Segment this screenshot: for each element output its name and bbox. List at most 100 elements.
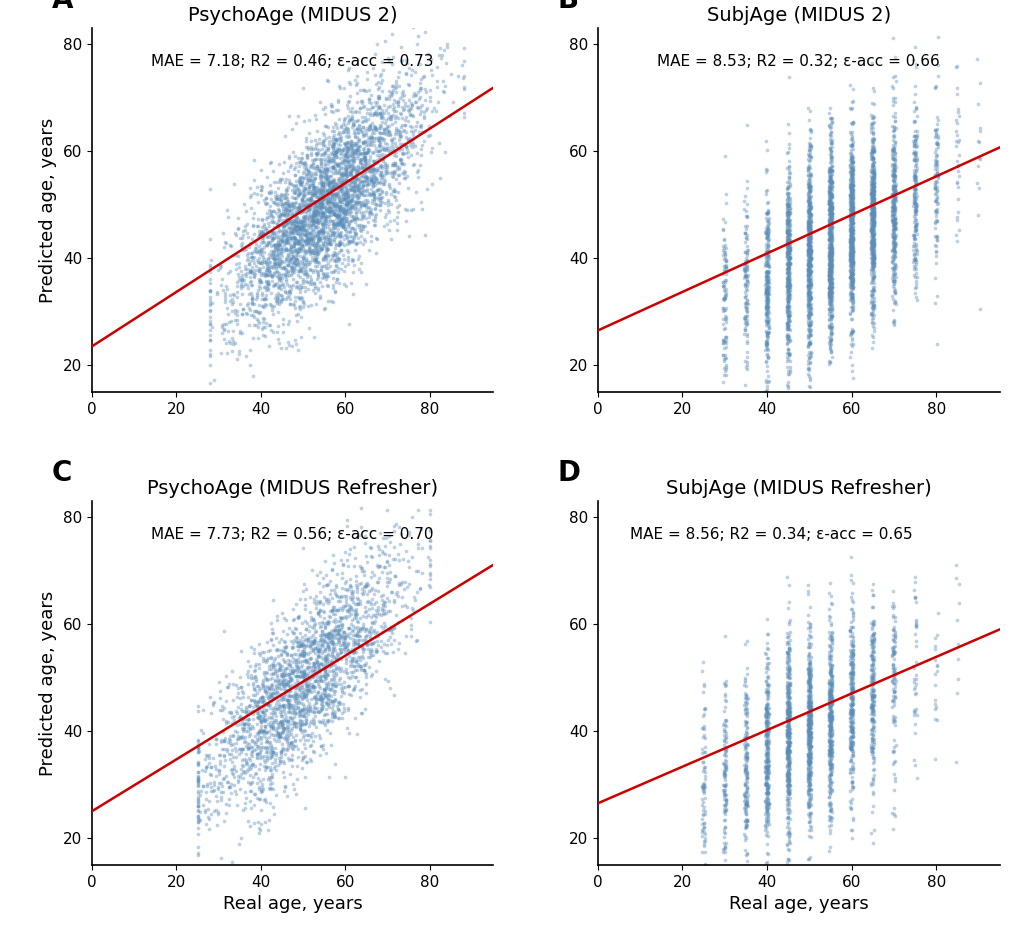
Point (802, 744, 818, 760)
Point (800, 756, 816, 771)
Point (239, 742, 256, 757)
Point (287, 274, 304, 290)
Point (269, 612, 285, 627)
Point (282, 710, 299, 725)
Point (371, 190, 387, 205)
Point (293, 216, 310, 231)
Point (863, 221, 879, 236)
Point (926, 80, 943, 95)
Point (307, 720, 323, 735)
Point (265, 243, 281, 258)
Point (907, 181, 923, 196)
Point (779, 661, 795, 676)
Point (821, 658, 838, 673)
Point (296, 212, 312, 227)
Point (906, 171, 922, 186)
Point (777, 249, 794, 264)
Point (299, 229, 315, 244)
Point (802, 694, 818, 709)
Point (310, 231, 326, 246)
Point (800, 787, 816, 802)
Point (242, 721, 258, 736)
Point (844, 234, 860, 249)
Point (843, 690, 859, 705)
Point (271, 728, 287, 744)
Point (314, 267, 330, 282)
Point (862, 670, 878, 685)
Point (801, 291, 817, 306)
Point (346, 603, 363, 619)
Point (821, 649, 838, 664)
Point (324, 104, 340, 119)
Point (887, 629, 903, 644)
Point (842, 764, 858, 779)
Point (780, 743, 796, 758)
Point (864, 772, 880, 787)
Point (928, 139, 945, 154)
Point (341, 225, 358, 240)
Point (863, 140, 879, 155)
Point (821, 261, 838, 276)
Point (328, 577, 344, 592)
Point (309, 148, 325, 163)
Point (313, 217, 329, 232)
Point (864, 228, 880, 243)
Point (287, 739, 304, 754)
Point (862, 176, 878, 191)
Point (716, 786, 733, 801)
Point (821, 172, 838, 187)
Point (799, 651, 815, 666)
Point (259, 634, 275, 650)
Point (362, 570, 378, 585)
Point (694, 824, 710, 839)
Point (202, 303, 218, 318)
Point (822, 293, 839, 308)
Point (801, 677, 817, 692)
Point (822, 333, 839, 348)
Point (253, 275, 269, 290)
Point (368, 196, 384, 212)
Point (334, 192, 351, 207)
Point (883, 260, 900, 275)
Point (275, 720, 291, 735)
Point (800, 236, 816, 251)
Point (737, 688, 753, 703)
Point (777, 645, 794, 660)
Point (252, 712, 268, 727)
Point (820, 744, 837, 760)
Point (323, 713, 339, 728)
Text: B: B (557, 0, 579, 14)
Point (279, 190, 296, 205)
Point (759, 726, 775, 741)
Point (801, 795, 817, 810)
Point (244, 744, 260, 759)
Point (821, 199, 838, 214)
Point (370, 192, 386, 207)
Point (842, 280, 858, 295)
Point (883, 260, 900, 275)
Point (324, 600, 340, 615)
Point (883, 194, 900, 209)
Point (777, 328, 794, 343)
Point (341, 224, 358, 239)
Point (335, 142, 352, 157)
Point (906, 212, 922, 227)
Point (801, 754, 817, 769)
Point (301, 235, 317, 250)
Point (802, 661, 818, 676)
Point (266, 661, 282, 676)
Point (381, 565, 397, 580)
Point (884, 314, 901, 329)
Point (308, 254, 324, 269)
Point (862, 738, 878, 753)
Point (801, 346, 817, 361)
Point (396, 201, 413, 216)
Point (800, 852, 816, 867)
Point (801, 674, 817, 689)
Point (739, 227, 755, 243)
Point (303, 610, 319, 625)
Point (338, 159, 355, 174)
Point (341, 166, 358, 181)
Point (358, 128, 374, 143)
Point (844, 261, 860, 276)
